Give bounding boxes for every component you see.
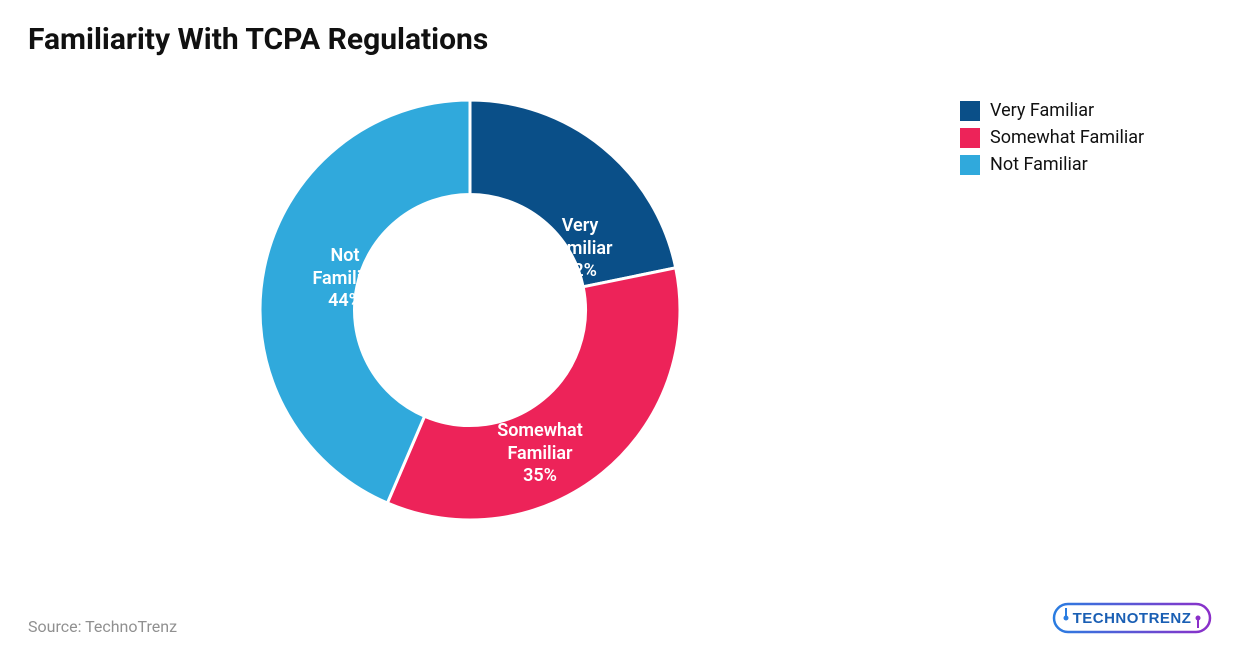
donut-chart: VeryFamiliar22%SomewhatFamiliar35%NotFam… (260, 100, 680, 520)
legend-label: Very Familiar (990, 100, 1094, 121)
slice-label-value: 35% (480, 465, 600, 488)
legend-label: Somewhat Familiar (990, 127, 1144, 148)
slice-label-line: Not (285, 245, 405, 268)
legend-swatch (960, 101, 980, 121)
legend-label: Not Familiar (990, 154, 1088, 175)
legend-item: Somewhat Familiar (960, 127, 1144, 148)
page-title: Familiarity With TCPA Regulations (28, 22, 488, 57)
slice-label-line: Somewhat (480, 420, 600, 443)
slice-label-line: Familiar (480, 443, 600, 466)
brand-text: TECHNOTRENZ (1073, 610, 1192, 627)
slice-label-value: 22% (520, 260, 640, 283)
slice-label-line: Familiar (285, 268, 405, 291)
slice-label-line: Very (520, 215, 640, 238)
brand-logo: TECHNOTRENZ (1052, 598, 1212, 642)
technotrenz-logo-icon: TECHNOTRENZ (1052, 598, 1212, 638)
slice-label: VeryFamiliar22% (520, 215, 640, 283)
chart-legend: Very Familiar Somewhat Familiar Not Fami… (960, 100, 1144, 181)
legend-item: Not Familiar (960, 154, 1144, 175)
legend-swatch (960, 155, 980, 175)
slice-label: NotFamiliar44% (285, 245, 405, 313)
legend-item: Very Familiar (960, 100, 1144, 121)
source-attribution: Source: TechnoTrenz (28, 617, 177, 636)
slice-label: SomewhatFamiliar35% (480, 420, 600, 488)
slice-label-line: Familiar (520, 238, 640, 261)
legend-swatch (960, 128, 980, 148)
slice-label-value: 44% (285, 290, 405, 313)
